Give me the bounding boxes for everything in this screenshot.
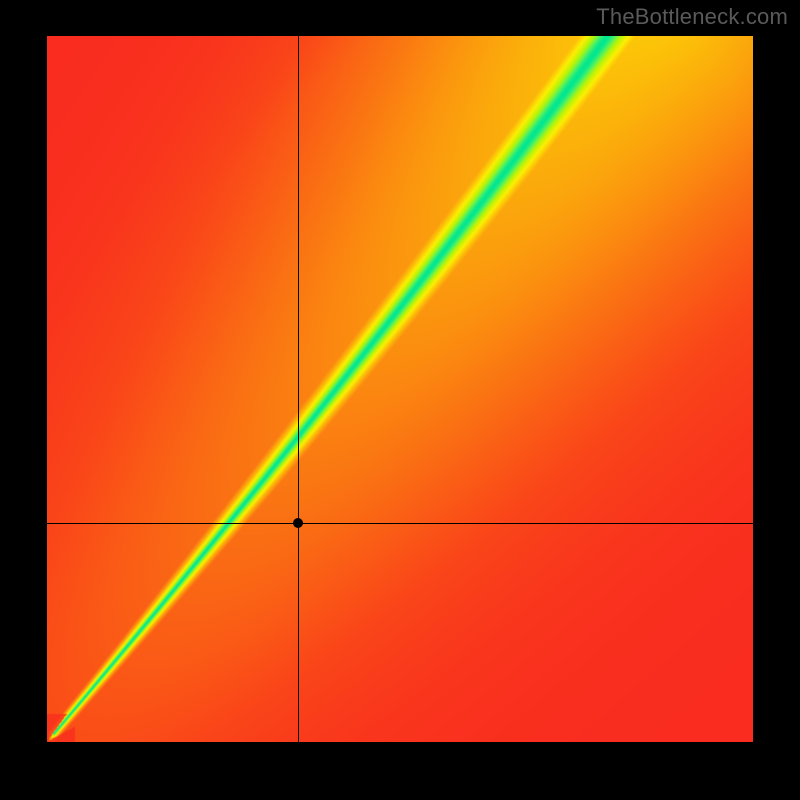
heatmap-canvas (47, 36, 753, 742)
heatmap-plot-area (47, 36, 753, 742)
crosshair-horizontal (47, 523, 753, 524)
bottleneck-marker (293, 518, 303, 528)
crosshair-vertical (298, 36, 299, 742)
watermark-text: TheBottleneck.com (596, 4, 788, 30)
